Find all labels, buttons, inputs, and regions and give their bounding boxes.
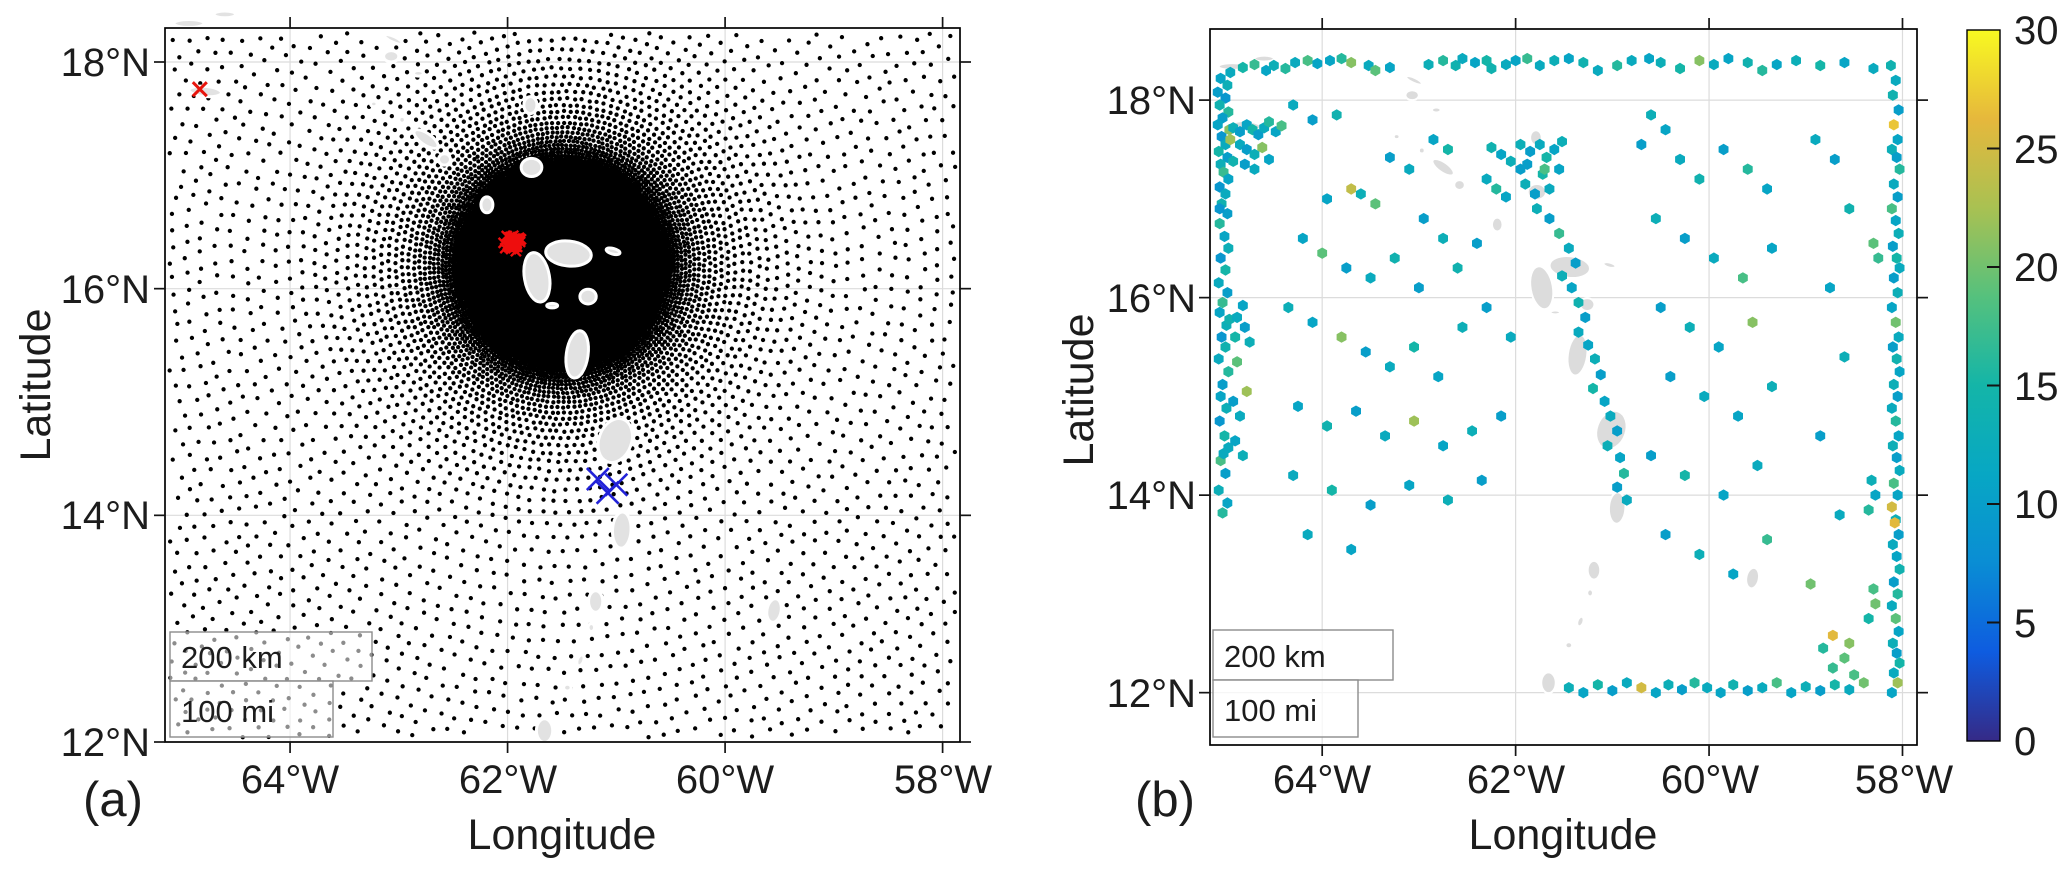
- panel-b-xtick-60w: 60°W: [1661, 758, 1759, 802]
- panel-b-xtick-62w: 62°W: [1467, 758, 1565, 802]
- panel-a-frame: [164, 27, 961, 743]
- panel-a-xaxis-title: Longitude: [468, 811, 657, 859]
- colorbar-label-10: 10: [2014, 483, 2059, 527]
- panel-a-xtick-64w: 64°W: [241, 758, 339, 802]
- panel-a-xtick-62w: 62°W: [459, 758, 557, 802]
- panel-b-xtick-58w: 58°W: [1855, 758, 1953, 802]
- panel-a-mesh-map: 200 km 100 mi 18°N 16°N 14°N 12°N 64°W 6…: [12, 9, 992, 859]
- panel-a-islands: [172, 9, 783, 745]
- panel-a-scalebar: 200 km 100 mi: [169, 631, 373, 738]
- scalebar-km-box: [1212, 629, 1394, 681]
- colorbar-label-5: 5: [2014, 602, 2036, 646]
- colorbar-label-0: 0: [2014, 720, 2036, 764]
- colorbar-label-15: 15: [2014, 365, 2059, 409]
- scalebar-mi-box: [169, 680, 334, 738]
- scalebar-km-label: 200 km: [181, 640, 283, 675]
- panel-b-ytick-12n: 12°N: [1107, 672, 1196, 716]
- panel-a-ytick-14n: 14°N: [61, 494, 150, 538]
- panel-a-letter: (a): [83, 773, 143, 827]
- panel-b-ytick-16n: 16°N: [1107, 277, 1196, 321]
- scalebar-km-box: [169, 631, 373, 682]
- panel-b-scatter-map: 200 km 100 mi 18°N 16°N 14°N 12°N 64°W 6…: [1055, 18, 1953, 859]
- colorbar: 30 25 20 15 10 5 0: [1966, 9, 2059, 764]
- panel-a-markers: [191, 81, 629, 505]
- panel-b-tick-marks: [1199, 18, 1928, 756]
- panel-b-xaxis-title: Longitude: [1469, 811, 1658, 859]
- panel-a-tick-marks: [154, 17, 971, 753]
- colorbar-label-20: 20: [2014, 246, 2059, 290]
- colorbar-label-30: 30: [2014, 9, 2059, 53]
- colorbar-label-25: 25: [2014, 128, 2059, 172]
- scalebar-km-label: 200 km: [1224, 639, 1326, 674]
- panel-a-yaxis-title: Latitude: [12, 308, 60, 461]
- panel-a-xtick-60w: 60°W: [676, 758, 774, 802]
- scatter-points: [1212, 52, 1905, 699]
- scalebar-mi-box: [1212, 679, 1359, 738]
- panel-a-ytick-18n: 18°N: [61, 41, 150, 85]
- panel-a-ytick-12n: 12°N: [61, 721, 150, 765]
- panel-b-frame: [1209, 28, 1918, 746]
- panel-b-xtick-64w: 64°W: [1273, 758, 1371, 802]
- panel-b-letter: (b): [1135, 773, 1195, 827]
- scalebar-mi-label: 100 mi: [181, 694, 274, 729]
- colorbar-tick-marks: [1987, 147, 2000, 624]
- panel-b-ytick-14n: 14°N: [1107, 474, 1196, 518]
- panel-b-scalebar: 200 km 100 mi: [1212, 629, 1394, 738]
- panel-b-ytick-18n: 18°N: [1107, 79, 1196, 123]
- panel-b-yaxis-title: Latitude: [1055, 313, 1103, 466]
- panel-a-xtick-58w: 58°W: [894, 758, 992, 802]
- scalebar-mi-label: 100 mi: [1224, 693, 1317, 728]
- panel-a-ytick-16n: 16°N: [61, 268, 150, 312]
